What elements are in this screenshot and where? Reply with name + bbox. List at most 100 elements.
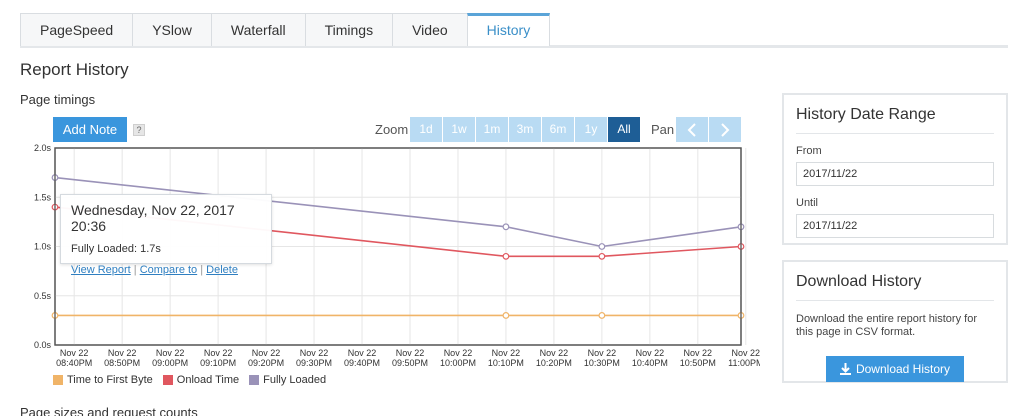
y-tick-label: 1.5s <box>34 192 52 202</box>
x-tick-label: Nov 22 <box>60 348 89 358</box>
x-tick-label: 11:00PM <box>728 358 760 368</box>
x-tick-label: 09:20PM <box>248 358 284 368</box>
zoom-all-button[interactable]: All <box>608 117 640 142</box>
data-point <box>598 252 606 260</box>
tab-yslow[interactable]: YSlow <box>132 13 212 46</box>
zoom-1y-button[interactable]: 1y <box>575 117 607 142</box>
page-sizes-heading: Page sizes and request counts <box>20 405 198 416</box>
y-tick-label: 2.0s <box>34 143 52 153</box>
x-tick-label: Nov 22 <box>684 348 713 358</box>
x-tick-label: Nov 22 <box>636 348 665 358</box>
zoom-buttons: 1d 1w 1m 3m 6m 1y All <box>410 117 641 142</box>
x-tick-label: 10:50PM <box>680 358 716 368</box>
download-button-label: Download History <box>855 362 951 376</box>
page-timings-heading: Page timings <box>20 92 96 107</box>
data-point <box>598 243 606 250</box>
x-tick-label: 10:30PM <box>584 358 620 368</box>
legend-time-to-first-byte[interactable]: Time to First Byte <box>53 374 153 386</box>
x-tick-label: Nov 22 <box>252 348 281 358</box>
chevron-left-icon <box>687 122 696 137</box>
legend-swatch <box>249 375 260 385</box>
x-tick-label: 10:40PM <box>632 358 668 368</box>
tab-timings[interactable]: Timings <box>304 13 394 46</box>
until-date-input[interactable] <box>796 214 994 238</box>
x-tick-label: 09:50PM <box>392 358 428 368</box>
x-tick-label: 10:10PM <box>488 358 524 368</box>
pan-buttons <box>676 117 742 142</box>
zoom-1w-button[interactable]: 1w <box>443 117 475 142</box>
tooltip-metric: Fully Loaded: 1.7s <box>71 243 161 255</box>
pan-left-button[interactable] <box>676 117 708 142</box>
x-tick-label: 09:10PM <box>200 358 236 368</box>
download-history-panel: Download History Download the entire rep… <box>782 260 1008 383</box>
from-date-input[interactable] <box>796 162 994 186</box>
from-label: From <box>796 145 822 157</box>
add-note-button[interactable]: Add Note <box>53 117 127 142</box>
report-tabs: PageSpeed YSlow Waterfall Timings Video … <box>20 13 1008 48</box>
legend-label: Onload Time <box>176 374 240 386</box>
data-point <box>502 223 510 231</box>
delete-link[interactable]: Delete <box>206 264 238 276</box>
x-tick-label: Nov 22 <box>300 348 329 358</box>
x-tick-label: 08:40PM <box>56 358 92 368</box>
zoom-1d-button[interactable]: 1d <box>410 117 442 142</box>
y-tick-label: 0.5s <box>34 291 52 301</box>
compare-to-link[interactable]: Compare to <box>139 264 198 276</box>
x-tick-label: Nov 22 <box>204 348 233 358</box>
x-tick-label: 10:20PM <box>536 358 572 368</box>
x-tick-label: Nov 22 <box>444 348 473 358</box>
view-report-link[interactable]: View Report <box>71 264 131 276</box>
legend-fully-loaded[interactable]: Fully Loaded <box>249 374 326 386</box>
zoom-6m-button[interactable]: 6m <box>542 117 574 142</box>
x-tick-label: Nov 22 <box>492 348 521 358</box>
x-tick-label: 09:40PM <box>344 358 380 368</box>
series-line-onload-time <box>54 206 742 258</box>
chevron-right-icon <box>721 122 730 137</box>
zoom-3m-button[interactable]: 3m <box>509 117 541 142</box>
download-panel-title: Download History <box>796 262 994 301</box>
y-tick-label: 1.0s <box>34 242 52 252</box>
x-tick-label: Nov 22 <box>156 348 185 358</box>
x-tick-label: 09:00PM <box>152 358 188 368</box>
legend-swatch <box>53 375 63 385</box>
tooltip-links: View Report | Compare to | Delete <box>71 264 238 276</box>
chart-legend: Time to First Byte Onload Time Fully Loa… <box>53 374 336 386</box>
history-panel-title: History Date Range <box>796 95 994 134</box>
download-history-button[interactable]: Download History <box>826 356 964 382</box>
tab-video[interactable]: Video <box>392 13 468 46</box>
legend-label: Fully Loaded <box>263 374 327 386</box>
x-tick-label: 09:30PM <box>296 358 332 368</box>
x-tick-label: 08:50PM <box>104 358 140 368</box>
x-tick-label: Nov 22 <box>348 348 377 358</box>
pan-label: Pan <box>651 122 675 137</box>
tab-pagespeed[interactable]: PageSpeed <box>20 13 134 46</box>
data-point <box>502 312 510 319</box>
x-tick-label: Nov 22 <box>108 348 137 358</box>
legend-label: Time to First Byte <box>67 374 153 386</box>
pan-right-button[interactable] <box>709 117 741 142</box>
x-tick-label: Nov 22 <box>396 348 425 358</box>
tab-waterfall[interactable]: Waterfall <box>210 13 306 46</box>
legend-swatch <box>162 375 173 385</box>
history-date-range-panel: History Date Range From Until <box>782 93 1008 245</box>
chart-tooltip: Wednesday, Nov 22, 2017 20:36 Fully Load… <box>60 194 272 276</box>
download-description: Download the entire report history for t… <box>796 313 977 338</box>
x-tick-label: 10:00PM <box>440 358 476 368</box>
tab-history[interactable]: History <box>466 13 551 46</box>
zoom-1m-button[interactable]: 1m <box>476 117 508 142</box>
y-tick-label: 0.0s <box>34 340 52 350</box>
help-icon[interactable]: ? <box>133 124 145 136</box>
x-tick-label: Nov 22 <box>588 348 617 358</box>
legend-onload-time[interactable]: Onload Time <box>162 374 240 386</box>
zoom-label: Zoom <box>375 122 409 137</box>
download-icon <box>839 363 851 375</box>
x-tick-label: Nov 22 <box>540 348 569 358</box>
data-point <box>598 312 606 319</box>
plot-border <box>54 147 742 346</box>
tooltip-date: Wednesday, Nov 22, 2017 20:36 <box>71 202 235 234</box>
until-label: Until <box>796 197 819 209</box>
series-line-fully-loaded <box>54 176 742 248</box>
page-title: Report History <box>20 60 129 79</box>
x-tick-label: Nov 22 <box>732 348 760 358</box>
